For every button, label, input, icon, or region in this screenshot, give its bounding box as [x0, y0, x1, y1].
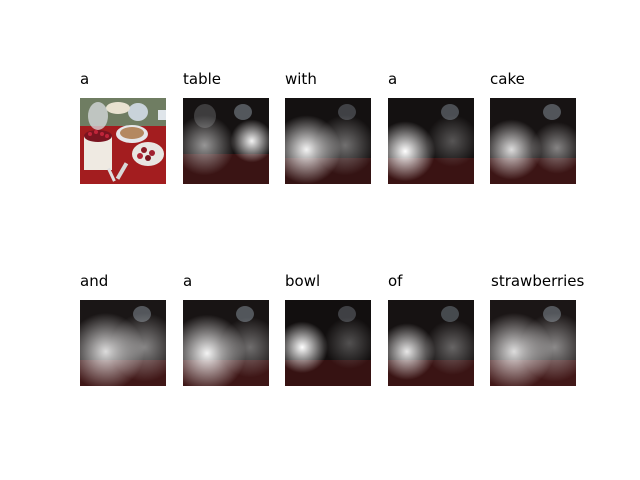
attention-overlay-image [388, 98, 474, 184]
attention-overlay-image [285, 98, 371, 184]
panel-3: with [285, 72, 371, 184]
panel-10: strawberries [490, 274, 584, 386]
panel-word: cake [490, 70, 525, 88]
attention-overlay-image [183, 98, 269, 184]
panel-word: and [80, 272, 109, 290]
panel-7: a [183, 274, 269, 386]
panel-6: and [80, 274, 166, 386]
panel-4: a [388, 72, 474, 184]
attention-overlay-image [80, 300, 166, 386]
attention-overlay-image [490, 98, 576, 184]
panel-5: cake [490, 72, 576, 184]
panel-word: of [388, 272, 403, 290]
panel-word: a [183, 272, 193, 290]
original-photo-image [80, 98, 166, 184]
panel-9: of [388, 274, 474, 386]
panel-word: with [285, 70, 317, 88]
attention-overlay-image [183, 300, 269, 386]
panel-word: a [388, 70, 398, 88]
attention-overlay-image [388, 300, 474, 386]
panel-word: a [80, 70, 90, 88]
panel-word: table [183, 70, 221, 88]
panel-2: table [183, 72, 269, 184]
panel-1: a [80, 72, 166, 184]
panel-word: strawberries [491, 272, 585, 290]
attention-overlay-image [490, 300, 576, 386]
panel-8: bowl [285, 274, 371, 386]
panel-word: bowl [285, 272, 321, 290]
attention-overlay-image [285, 300, 371, 386]
